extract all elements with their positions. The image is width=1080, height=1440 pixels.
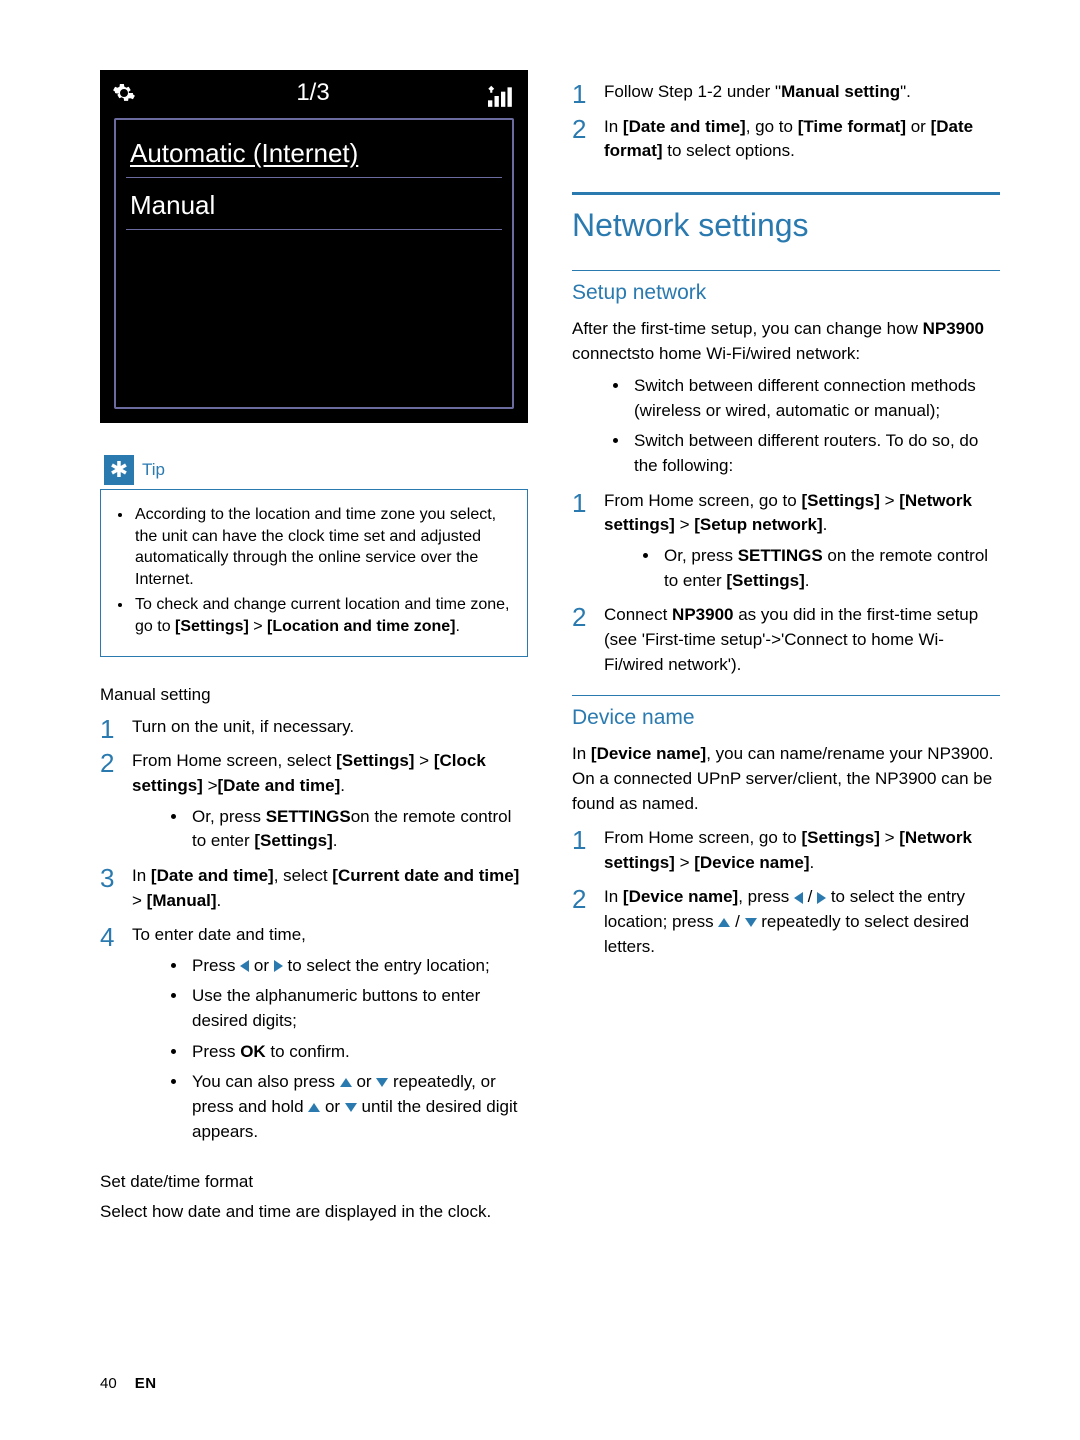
step: To enter date and time, Press or to sele… [100,923,528,1144]
substep: You can also press or repeatedly, or pre… [188,1070,528,1144]
page-lang: EN [135,1375,157,1392]
step: From Home screen, select [Settings] > [C… [100,749,528,854]
set-format-text: Select how date and time are displayed i… [100,1200,528,1225]
right-column: Follow Step 1-2 under "Manual setting". … [572,70,1000,1233]
tip-label: Tip [142,460,165,480]
tip-callout: ✱ Tip According to the location and time… [100,451,528,657]
substep: Use the alphanumeric buttons to enter de… [188,984,528,1033]
substep: Press or to select the entry location; [188,954,528,979]
heading-setup-network: Setup network [572,270,1000,305]
step: Connect NP3900 as you did in the first-t… [572,603,1000,677]
substep: Or, press SETTINGS on the remote control… [660,544,1000,593]
device-menu-item: Automatic (Internet) [126,126,502,178]
tip-item: According to the location and time zone … [133,504,513,590]
setup-bullets: Switch between different connection meth… [574,374,1000,479]
bullet: Switch between different connection meth… [630,374,1000,423]
step: In [Device name], press / to select the … [572,885,1000,959]
bullet: Switch between different routers. To do … [630,429,1000,478]
tip-icon: ✱ [104,455,134,485]
device-name-steps: From Home screen, go to [Settings] > [Ne… [572,826,1000,959]
heading-network-settings: Network settings [572,192,1000,244]
step: From Home screen, go to [Settings] > [Ne… [572,826,1000,875]
step: In [Date and time], go to [Time format] … [572,115,1000,164]
signal-icon [488,79,518,107]
gear-icon [110,79,138,107]
device-page-counter: 1/3 [138,79,488,107]
setup-network-text: After the first-time setup, you can chan… [572,317,1000,366]
tip-header: ✱ Tip [100,451,175,489]
page-number: 40 [100,1375,117,1392]
device-menu-item: Manual [126,178,502,230]
format-steps: Follow Step 1-2 under "Manual setting". … [572,80,1000,164]
tip-item: To check and change current location and… [133,594,513,637]
step-text: From Home screen, go to [Settings] > [Ne… [604,491,972,535]
device-screenshot: 1/3 Automatic (Internet) Manual [100,70,528,423]
heading-device-name: Device name [572,695,1000,730]
page: 1/3 Automatic (Internet) Manual ✱ Tip [0,0,1080,1273]
heading-manual-setting: Manual setting [100,685,528,705]
step-text: To enter date and time, [132,925,306,944]
step: In [Date and time], select [Current date… [100,864,528,913]
step: Follow Step 1-2 under "Manual setting". [572,80,1000,105]
manual-setting-steps: Turn on the unit, if necessary. From Hom… [100,715,528,1145]
page-footer: 40 EN [100,1375,157,1392]
substep: Or, press SETTINGSon the remote control … [188,805,528,854]
step-text: From Home screen, select [Settings] > [C… [132,751,486,795]
left-column: 1/3 Automatic (Internet) Manual ✱ Tip [100,70,528,1233]
step: From Home screen, go to [Settings] > [Ne… [572,489,1000,594]
heading-set-format: Set date/time format [100,1172,528,1192]
device-name-text: In [Device name], you can name/rename yo… [572,742,1000,816]
step: Turn on the unit, if necessary. [100,715,528,740]
device-menu: Automatic (Internet) Manual [114,118,514,409]
tip-box: According to the location and time zone … [100,489,528,657]
device-status-bar: 1/3 [100,70,528,116]
substep: Press OK to confirm. [188,1040,528,1065]
setup-steps: From Home screen, go to [Settings] > [Ne… [572,489,1000,677]
